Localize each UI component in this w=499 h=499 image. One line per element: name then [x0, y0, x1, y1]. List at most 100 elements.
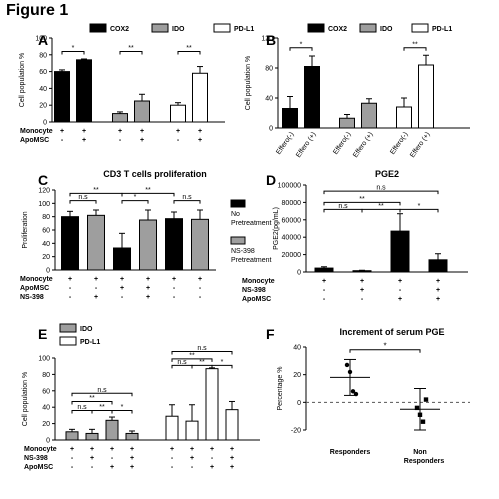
- c-y-tick-label: 20: [42, 254, 50, 261]
- d-condition-mark: +: [322, 278, 326, 285]
- e-condition-mark: -: [91, 464, 94, 471]
- e-sig-label: *: [221, 359, 224, 366]
- d-condition-label: NS-398: [242, 287, 266, 294]
- d-sig-bracket: [399, 208, 439, 213]
- b-sig-label: *: [300, 41, 303, 48]
- a-condition-label: Monocyte: [20, 128, 53, 135]
- e-y-tick-label: 100: [38, 356, 50, 363]
- a-y-tick-label: 60: [39, 69, 47, 76]
- d-condition-mark: +: [436, 278, 440, 285]
- f-y-tick-label: -20: [291, 428, 301, 435]
- c-legend-label: Pretreatment: [231, 220, 272, 227]
- a-bar: [54, 71, 70, 123]
- c-condition-label: ApoMSC: [20, 285, 49, 292]
- c-condition-mark: -: [95, 285, 98, 292]
- e-legend-label: IDO: [80, 326, 93, 333]
- panel-label-b: B: [266, 32, 277, 48]
- b-bar: [361, 102, 377, 129]
- d-y-tick-label: 100000: [278, 183, 301, 190]
- b-y-tick-label: 40: [265, 96, 273, 103]
- e-condition-mark: +: [70, 446, 74, 453]
- d-sig-label: **: [378, 203, 384, 210]
- e-sig-bracket: [71, 400, 113, 405]
- a-y-tick-label: 0: [43, 120, 47, 127]
- panel-label-d: D: [266, 172, 277, 188]
- e-condition-mark: -: [171, 464, 174, 471]
- f-point: [344, 362, 350, 368]
- a-sig-label: **: [186, 45, 192, 52]
- b-sig-label: **: [412, 41, 418, 48]
- a-y-tick-label: 40: [39, 86, 47, 93]
- b-legend-swatch: [359, 23, 377, 33]
- c-bar: [61, 216, 79, 271]
- b-bar: [418, 64, 434, 129]
- b-x-tick-label: Effero (+): [352, 131, 375, 159]
- c-legend-swatch: [230, 236, 246, 245]
- e-bar: [225, 409, 239, 441]
- d-condition-label: ApoMSC: [242, 296, 271, 303]
- a-legend-label: COX2: [110, 26, 129, 33]
- a-sig-label: *: [72, 45, 75, 52]
- a-condition-mark: -: [177, 137, 180, 144]
- e-y-tick-label: 20: [42, 421, 50, 428]
- e-bar: [85, 432, 99, 441]
- e-condition-mark: +: [210, 446, 214, 453]
- a-condition-mark: +: [176, 128, 180, 135]
- a-condition-mark: -: [119, 137, 122, 144]
- b-x-tick-label: Effero (+): [295, 131, 318, 159]
- c-bar: [165, 218, 183, 271]
- e-sig-label: n.s: [97, 387, 107, 394]
- a-condition-mark: -: [61, 137, 64, 144]
- c-condition-mark: -: [173, 294, 176, 301]
- b-bar: [339, 117, 355, 129]
- c-sig-bracket: [173, 200, 201, 204]
- c-bar: [87, 214, 105, 271]
- d-y-tick-label: 80000: [282, 200, 302, 207]
- a-sig-bracket: [61, 50, 85, 55]
- f-point: [347, 369, 353, 375]
- e-condition-mark: -: [71, 455, 74, 462]
- e-condition-label: ApoMSC: [24, 464, 53, 471]
- c-y-tick-label: 80: [42, 214, 50, 221]
- d-condition-mark: -: [361, 296, 364, 303]
- d-condition-mark: +: [398, 278, 402, 285]
- e-sig-label: *: [121, 404, 124, 411]
- e-y-label: Cell population %: [22, 372, 29, 426]
- e-condition-mark: +: [170, 446, 174, 453]
- a-condition-mark: +: [198, 137, 202, 144]
- e-bar: [105, 419, 119, 441]
- e-legend-label: PD-L1: [80, 339, 100, 346]
- e-condition-mark: +: [190, 455, 194, 462]
- figure-title: Figure 1: [6, 2, 69, 19]
- e-condition-mark: -: [211, 455, 214, 462]
- panel-label-a: A: [38, 32, 49, 48]
- d-title: PGE2: [375, 169, 399, 179]
- a-bar: [112, 113, 128, 123]
- e-sig-bracket: [111, 409, 133, 414]
- e-condition-mark: +: [130, 446, 134, 453]
- c-legend-swatch: [230, 199, 246, 208]
- e-sig-bracket: [171, 358, 213, 362]
- b-x-tick-label: Effero(-): [275, 131, 295, 156]
- a-condition-mark: +: [198, 128, 202, 135]
- e-condition-mark: +: [130, 455, 134, 462]
- a-legend-swatch: [89, 23, 107, 33]
- c-y-tick-label: 40: [42, 241, 50, 248]
- c-condition-label: NS-398: [20, 294, 44, 301]
- e-condition-label: NS-398: [24, 455, 48, 462]
- e-y-tick-label: 0: [46, 438, 50, 445]
- e-y-tick-label: 40: [42, 405, 50, 412]
- a-sig-bracket: [119, 50, 143, 55]
- e-bar: [165, 415, 179, 441]
- a-y-label: Cell population %: [19, 53, 26, 107]
- e-bar: [185, 420, 199, 441]
- a-legend-label: IDO: [172, 26, 185, 33]
- a-sig-bracket: [177, 50, 201, 55]
- b-x-tick-label: Effero(-): [389, 131, 409, 156]
- c-sig-label: *: [134, 194, 137, 201]
- c-sig-label: **: [93, 187, 99, 194]
- e-sig-label: n.s: [77, 404, 87, 411]
- a-condition-mark: +: [118, 128, 122, 135]
- e-sig-label: **: [199, 359, 205, 366]
- b-sig-bracket: [403, 47, 427, 51]
